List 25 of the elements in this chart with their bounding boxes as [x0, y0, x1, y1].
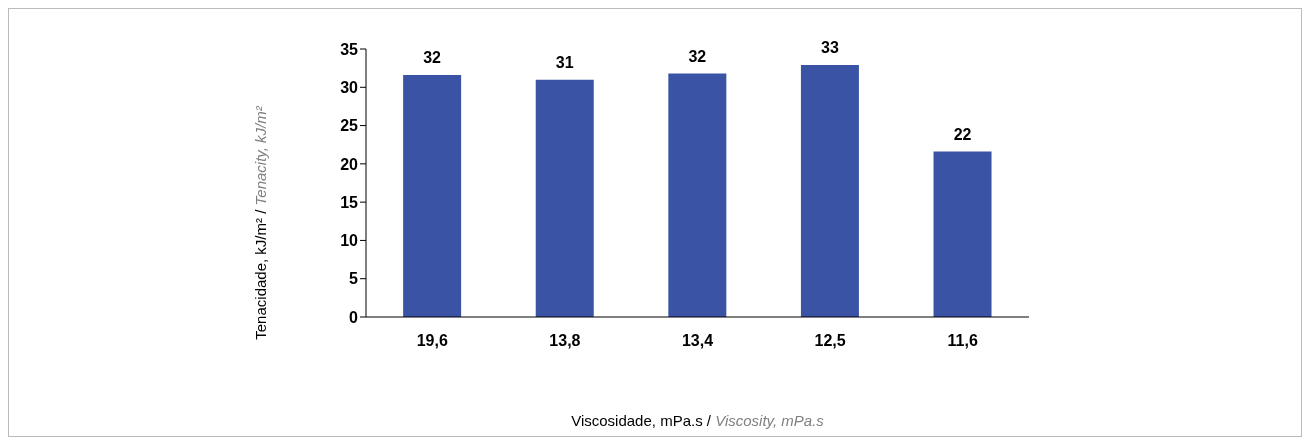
- data-label: 33: [821, 39, 839, 57]
- x-axis-title: Viscosidade, mPa.s / Viscosity, mPa.s: [571, 412, 825, 429]
- x-tick-label: 19,6: [416, 332, 448, 350]
- bar: [403, 75, 462, 317]
- y-tick-label: 25: [340, 117, 359, 135]
- bar: [535, 79, 594, 317]
- data-label: 31: [555, 53, 574, 71]
- y-tick-label: 20: [340, 155, 359, 173]
- bar: [933, 151, 992, 317]
- data-label: 32: [423, 49, 442, 67]
- y-tick-label: 10: [340, 232, 359, 250]
- y-tick-label: 0: [349, 308, 359, 326]
- y-tick-label: 30: [340, 78, 359, 96]
- data-label: 22: [953, 125, 972, 143]
- data-label: 32: [688, 47, 707, 65]
- x-tick-label: 12,5: [814, 332, 846, 350]
- y-tick-label: 5: [349, 270, 359, 288]
- y-axis-title: Tenacidade, kJ/m² / Tenacity, kJ/m²: [252, 105, 269, 340]
- bar: [668, 73, 727, 317]
- y-tick-label: 35: [340, 40, 359, 58]
- x-tick-label: 13,4: [681, 332, 714, 350]
- y-tick-label: 15: [340, 193, 359, 211]
- x-tick-label: 13,8: [549, 332, 581, 350]
- x-tick-label: 11,6: [947, 332, 978, 350]
- bar: [800, 65, 859, 317]
